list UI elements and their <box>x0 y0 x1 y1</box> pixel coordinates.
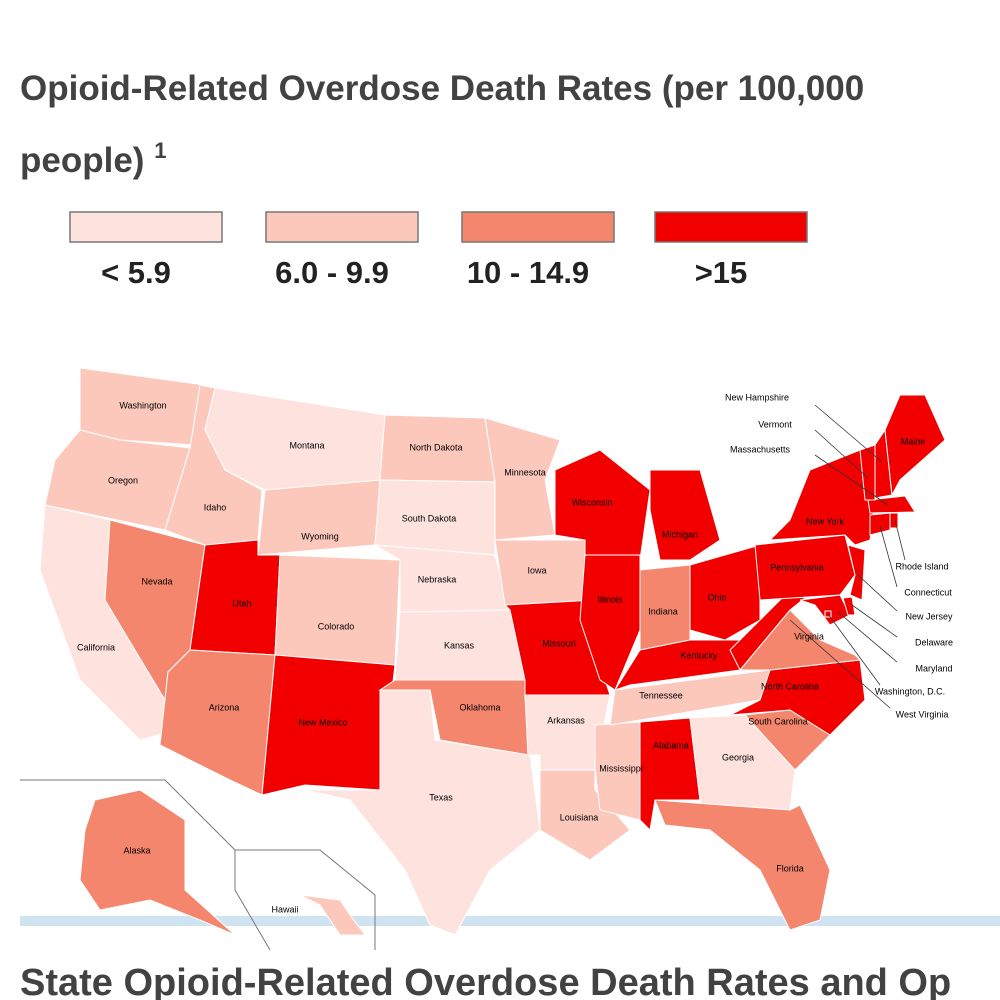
water-strip <box>20 916 1000 926</box>
state-label: Colorado <box>318 621 355 631</box>
state <box>257 479 381 556</box>
state-label: Texas <box>429 792 453 802</box>
state-label: Ohio <box>707 592 726 602</box>
legend: < 5.9 6.0 - 9.9 10 - 14.9 >15 <box>69 211 808 290</box>
title-text: Opioid-Related Overdose Death Rates (per… <box>20 69 865 180</box>
state-label: Arizona <box>209 702 240 712</box>
state <box>654 799 831 931</box>
state-label: Mississippi <box>599 763 643 773</box>
state <box>768 449 876 546</box>
state <box>649 469 721 561</box>
state-label: Michigan <box>662 529 698 539</box>
state-label: Arkansas <box>547 715 585 725</box>
state-label: Wyoming <box>301 531 338 541</box>
legend-swatch <box>654 211 808 243</box>
state-label: Alaska <box>123 845 150 855</box>
state <box>799 594 851 626</box>
state-label: Minnesota <box>504 467 546 477</box>
state <box>159 649 276 796</box>
state-label: Iowa <box>527 565 546 575</box>
state-labels: Washington Oregon California Nevada Idaho Mon… <box>77 392 953 914</box>
state <box>754 534 856 601</box>
state-label: Utah <box>232 598 251 608</box>
state-label: Oklahoma <box>459 702 500 712</box>
state-label: Washington <box>119 400 166 410</box>
state-label: North Dakota <box>409 442 462 452</box>
footnote-mark: 1 <box>154 138 167 163</box>
legend-label: 6.0 - 9.9 <box>275 255 389 290</box>
state-label: Wisconsin <box>571 497 612 507</box>
title: Opioid-Related Overdose Death Rates (per… <box>20 58 980 192</box>
state-label: Idaho <box>204 502 227 512</box>
state-label: Indiana <box>648 606 678 616</box>
states <box>39 367 946 936</box>
state <box>299 894 366 936</box>
state-label: Louisiana <box>560 812 599 822</box>
state-label: Virginia <box>794 631 824 641</box>
state <box>884 394 946 497</box>
state-label: Hawaii <box>271 904 298 914</box>
state-label: Delaware <box>915 637 953 647</box>
next-heading: State Opioid-Related Overdose Death Rate… <box>20 962 952 1000</box>
state <box>484 417 561 541</box>
state-label: Georgia <box>722 752 754 762</box>
state <box>867 495 916 514</box>
state <box>859 444 876 501</box>
state-label: Alabama <box>653 740 689 750</box>
state-label: New Mexico <box>298 717 347 727</box>
state-label: Tennessee <box>639 690 683 700</box>
state-label: Massachusetts <box>730 444 791 454</box>
state-label: Nevada <box>141 576 172 586</box>
state <box>274 554 401 666</box>
state <box>869 512 891 536</box>
leader-lines <box>789 404 906 709</box>
state-label: Connecticut <box>904 587 952 597</box>
state-label: New York <box>806 516 845 526</box>
legend-label: >15 <box>695 255 748 290</box>
state <box>261 654 396 796</box>
inset-borders <box>20 779 376 951</box>
legend-swatch <box>265 211 419 243</box>
state-label: Montana <box>289 440 324 450</box>
state <box>594 721 641 821</box>
state <box>689 544 761 641</box>
state-label: Pennsylvania <box>770 562 824 572</box>
state-label: California <box>77 642 115 652</box>
state <box>847 544 866 601</box>
state-label: Illinois <box>597 594 623 604</box>
state-label: Oregon <box>108 475 138 485</box>
legend-swatch <box>69 211 223 243</box>
state-label: Maine <box>901 436 926 446</box>
state-label: Maryland <box>915 663 952 673</box>
state-label: New Hampshire <box>725 392 789 402</box>
state <box>79 367 206 446</box>
state-label: North Carolina <box>761 681 819 691</box>
state-label: Vermont <box>758 419 792 429</box>
state-label: Kansas <box>444 640 475 650</box>
state-label: West Virginia <box>896 709 949 719</box>
legend-label: < 5.9 <box>101 255 171 290</box>
state-label: Florida <box>776 863 804 873</box>
legend-swatch <box>461 211 615 243</box>
state-label: Rhode Island <box>895 561 948 571</box>
state <box>842 596 856 616</box>
state-label: South Carolina <box>748 716 808 726</box>
state <box>304 689 541 936</box>
state-label: South Dakota <box>402 513 457 523</box>
state <box>729 659 866 736</box>
state <box>79 789 236 936</box>
state-label: Washington, D.C. <box>875 686 945 696</box>
state-label: New Jersey <box>905 611 953 621</box>
legend-label: 10 - 14.9 <box>467 255 589 290</box>
state-label: Nebraska <box>418 574 457 584</box>
state-label: Missouri <box>542 638 576 648</box>
state-label: Kentucky <box>680 650 718 660</box>
